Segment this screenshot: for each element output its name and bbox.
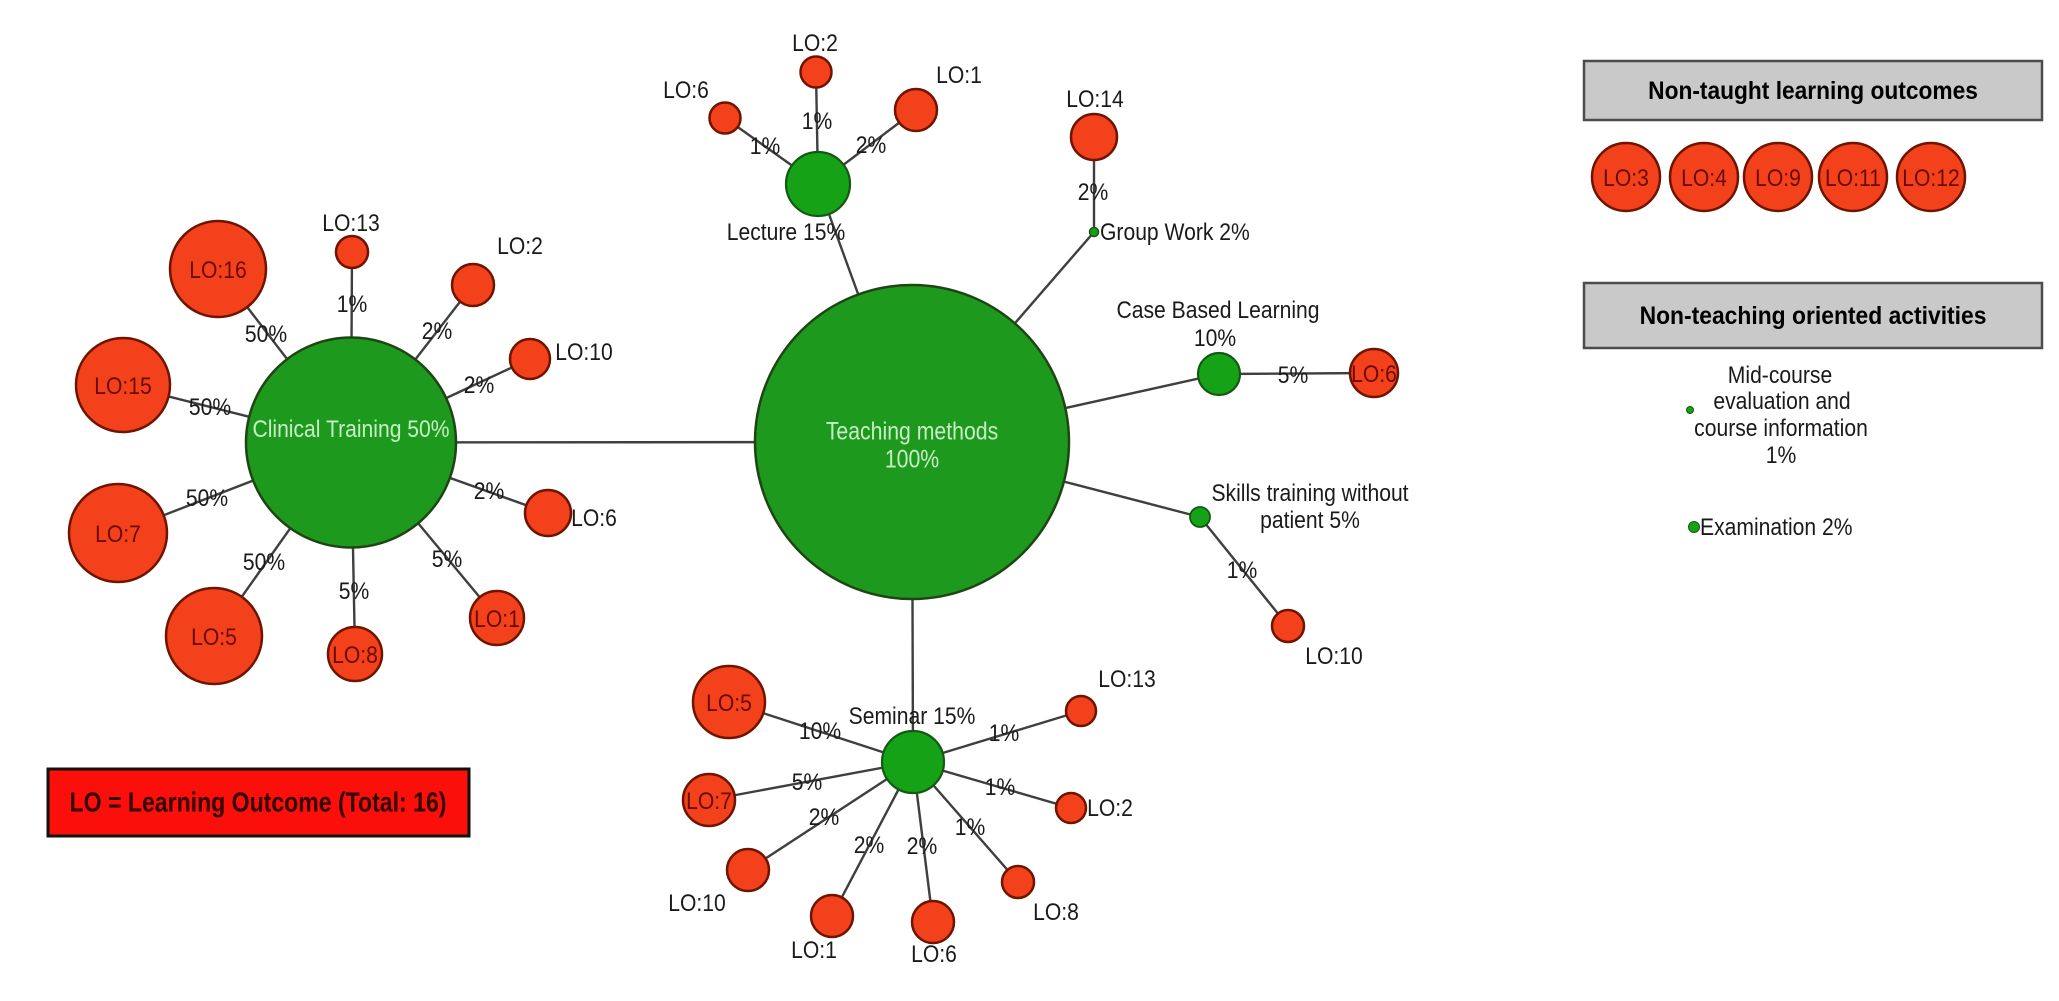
svg-text:Non-teaching oriented activiti: Non-teaching oriented activities	[1640, 302, 1987, 330]
svg-text:50%: 50%	[189, 394, 231, 421]
svg-text:Examination 2%: Examination 2%	[1700, 514, 1853, 541]
svg-text:LO:14: LO:14	[1066, 86, 1124, 113]
svg-text:Case Based Learning: Case Based Learning	[1116, 297, 1319, 324]
svg-text:LO:6: LO:6	[1351, 361, 1397, 388]
svg-text:LO:2: LO:2	[1087, 795, 1133, 822]
svg-text:LO:9: LO:9	[1755, 165, 1801, 192]
svg-text:2%: 2%	[422, 318, 453, 345]
svg-text:2%: 2%	[907, 833, 938, 860]
svg-text:5%: 5%	[792, 769, 823, 796]
svg-text:Non-taught learning outcomes: Non-taught learning outcomes	[1648, 77, 1978, 105]
svg-text:LO:5: LO:5	[191, 624, 237, 651]
svg-text:1%: 1%	[1227, 557, 1258, 584]
svg-text:5%: 5%	[339, 578, 370, 605]
svg-text:Mid-course: Mid-course	[1728, 362, 1832, 389]
svg-text:1%: 1%	[337, 291, 368, 318]
svg-text:1%: 1%	[802, 108, 833, 135]
svg-text:LO:5: LO:5	[706, 690, 752, 717]
svg-text:LO = Learning Outcome (Total:: LO = Learning Outcome (Total: 16)	[70, 788, 447, 819]
svg-text:Lecture 15%: Lecture 15%	[727, 219, 846, 246]
svg-text:LO:3: LO:3	[1603, 165, 1649, 192]
svg-text:1%: 1%	[989, 720, 1020, 747]
svg-text:LO:16: LO:16	[189, 257, 247, 284]
svg-text:LO:2: LO:2	[497, 233, 543, 260]
svg-text:100%: 100%	[885, 445, 939, 473]
svg-text:LO:1: LO:1	[936, 62, 982, 89]
svg-text:LO:6: LO:6	[571, 505, 617, 532]
svg-text:2%: 2%	[474, 478, 505, 505]
svg-text:LO:8: LO:8	[332, 642, 378, 669]
svg-text:LO:6: LO:6	[911, 941, 957, 968]
svg-text:2%: 2%	[464, 372, 495, 399]
svg-text:LO:11: LO:11	[1825, 165, 1881, 192]
svg-text:patient 5%: patient 5%	[1260, 507, 1360, 534]
svg-text:evaluation and: evaluation and	[1713, 388, 1850, 415]
svg-text:1%: 1%	[750, 133, 781, 160]
svg-text:2%: 2%	[856, 132, 887, 159]
svg-text:5%: 5%	[1278, 362, 1309, 389]
svg-text:LO:10: LO:10	[555, 339, 613, 366]
svg-text:Group Work 2%: Group Work 2%	[1100, 219, 1250, 246]
svg-text:2%: 2%	[1078, 179, 1109, 206]
svg-text:50%: 50%	[245, 321, 287, 348]
svg-text:LO:7: LO:7	[95, 521, 141, 548]
svg-text:LO:15: LO:15	[94, 373, 152, 400]
svg-text:LO:10: LO:10	[668, 890, 726, 917]
svg-text:LO:6: LO:6	[663, 77, 709, 104]
svg-text:50%: 50%	[243, 549, 285, 576]
svg-text:Seminar 15%: Seminar 15%	[849, 703, 976, 730]
svg-text:LO:13: LO:13	[1098, 666, 1156, 693]
svg-text:Teaching methods: Teaching methods	[826, 417, 998, 445]
svg-text:Skills training without: Skills training without	[1211, 480, 1409, 507]
svg-text:1%: 1%	[1766, 442, 1797, 469]
svg-text:10%: 10%	[799, 718, 841, 745]
svg-text:LO:8: LO:8	[1033, 899, 1079, 926]
svg-text:LO:12: LO:12	[1902, 165, 1960, 192]
svg-text:LO:2: LO:2	[792, 30, 838, 57]
svg-text:10%: 10%	[1194, 325, 1236, 352]
svg-text:2%: 2%	[809, 804, 840, 831]
svg-text:course information: course information	[1694, 415, 1868, 442]
svg-text:LO:10: LO:10	[1305, 643, 1363, 670]
svg-text:1%: 1%	[985, 774, 1016, 801]
svg-text:LO:1: LO:1	[791, 937, 837, 964]
svg-text:LO:13: LO:13	[322, 210, 380, 237]
svg-text:Clinical Training 50%: Clinical Training 50%	[252, 416, 449, 443]
svg-text:2%: 2%	[854, 832, 885, 859]
svg-text:5%: 5%	[432, 546, 463, 573]
svg-text:1%: 1%	[955, 814, 986, 841]
svg-text:LO:7: LO:7	[686, 788, 732, 815]
svg-text:LO:1: LO:1	[474, 606, 520, 633]
svg-text:LO:4: LO:4	[1681, 165, 1727, 192]
svg-text:50%: 50%	[186, 485, 228, 512]
